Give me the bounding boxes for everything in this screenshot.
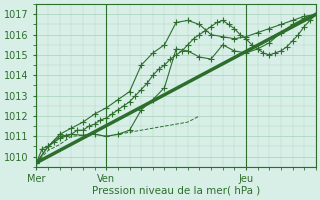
X-axis label: Pression niveau de la mer( hPa ): Pression niveau de la mer( hPa ): [92, 186, 260, 196]
